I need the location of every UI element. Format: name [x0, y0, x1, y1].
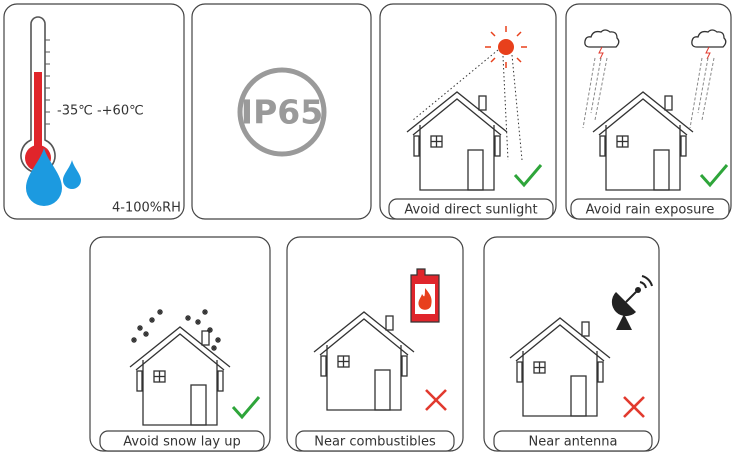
ip-rating: IP65 [241, 93, 323, 132]
condition-label: Avoid rain exposure [586, 203, 715, 218]
condition-label: Avoid snow lay up [123, 435, 240, 450]
combustible-icon [411, 269, 439, 322]
environment-diagram: -35℃ -+60℃ 4-100%RH IP65 Avoid direct su… [0, 0, 734, 455]
temperature-range: -35℃ -+60℃ [57, 104, 144, 119]
panel [287, 237, 463, 451]
condition-label: Avoid direct sunlight [404, 203, 537, 218]
condition-label: Near combustibles [314, 435, 436, 450]
panel [484, 237, 659, 451]
humidity-range: 4-100%RH [112, 201, 181, 216]
condition-label: Near antenna [529, 435, 618, 450]
panel [90, 237, 270, 451]
